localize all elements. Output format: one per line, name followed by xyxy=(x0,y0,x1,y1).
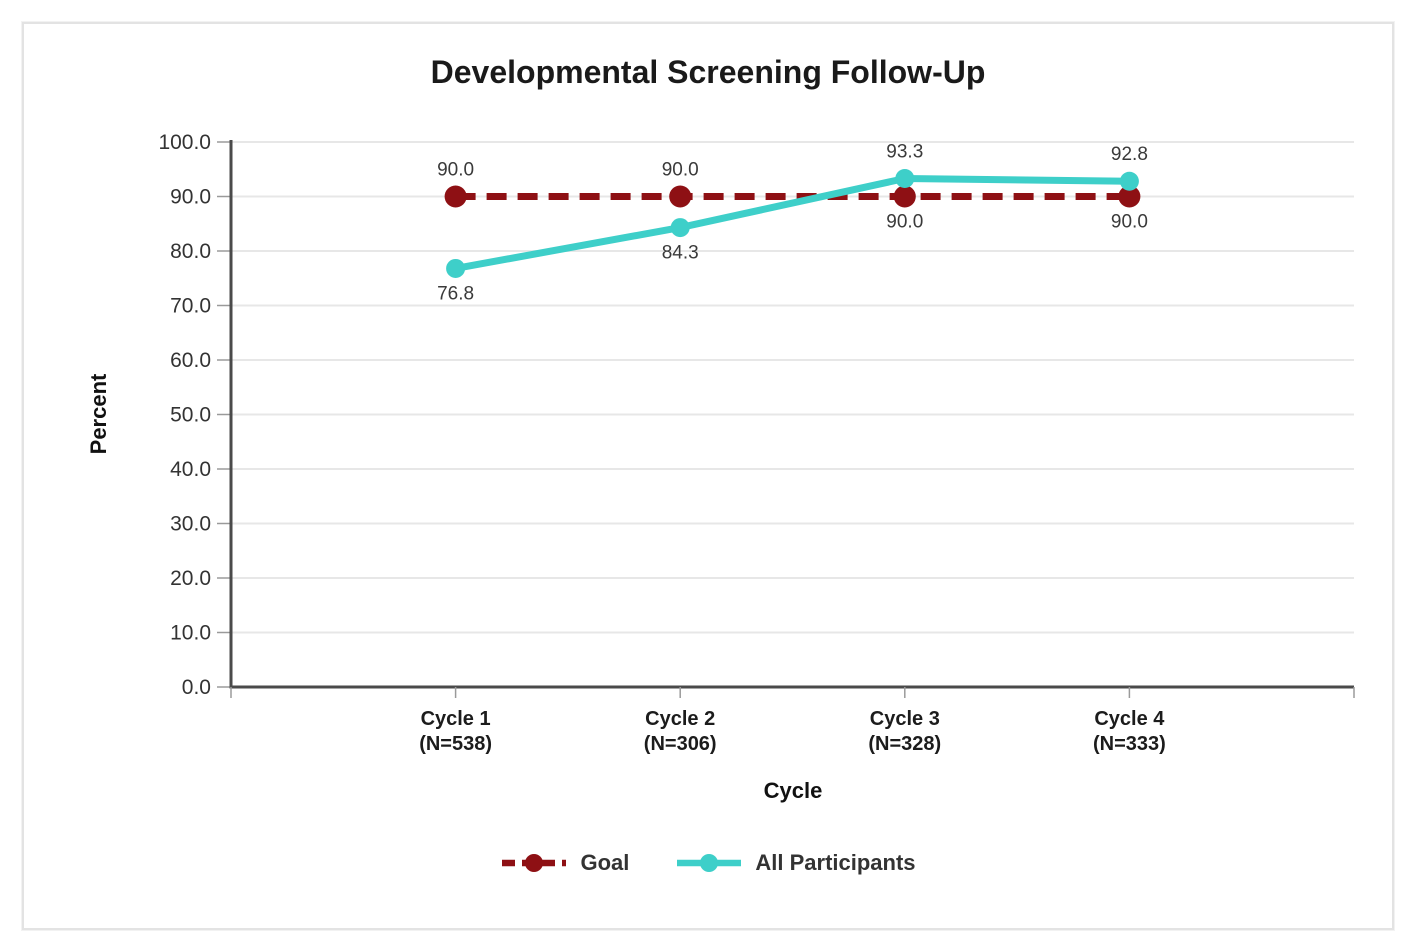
legend-swatch-goal xyxy=(502,854,567,872)
y-tick-label: 100.0 xyxy=(158,131,211,154)
series-marker-all-participants xyxy=(1119,171,1139,191)
y-tick-label: 20.0 xyxy=(170,567,211,590)
y-tick-label: 40.0 xyxy=(170,458,211,481)
series-marker-all-participants xyxy=(446,258,466,278)
legend-item-goal[interactable]: Goal xyxy=(500,850,629,876)
series-marker-all-participants xyxy=(670,218,690,238)
series-marker-goal xyxy=(669,185,692,208)
chart-title: Developmental Screening Follow-Up xyxy=(430,54,986,90)
series-marker-goal xyxy=(893,185,916,208)
legend: Goal All Participants xyxy=(24,850,1392,876)
y-tick-label: 50.0 xyxy=(170,404,211,427)
chart-plot-area: 0.0 10.0 20.0 30.0 40.0 50.0 60.0 70.0 80.0 90.0 1… xyxy=(158,131,1355,755)
data-label: 93.3 xyxy=(886,142,923,163)
y-tick-label: 0.0 xyxy=(182,676,211,699)
x-axis-title: Cycle xyxy=(763,778,823,803)
legend-label: All Participants xyxy=(755,850,916,875)
data-label: 76.8 xyxy=(437,283,474,304)
legend-item-all-participants[interactable]: All Participants xyxy=(675,850,916,876)
x-category-label: Cycle 1 (N=538) xyxy=(419,708,492,755)
data-label: 90.0 xyxy=(1111,212,1148,233)
x-category-label: Cycle 4 (N=333) xyxy=(1093,708,1166,755)
y-tick-label: 60.0 xyxy=(170,349,211,372)
y-tick-label: 10.0 xyxy=(170,622,211,645)
legend-label: Goal xyxy=(580,850,630,875)
x-category-label: Cycle 2 (N=306) xyxy=(644,708,717,755)
data-label: 92.8 xyxy=(1111,144,1148,165)
series-marker-goal xyxy=(444,185,467,208)
data-label: 90.0 xyxy=(662,160,699,181)
y-tick-label: 30.0 xyxy=(170,513,211,536)
series-marker-goal xyxy=(1118,185,1141,208)
data-label: 84.3 xyxy=(662,243,699,264)
series-line-all-participants xyxy=(454,175,1130,272)
y-tick-label: 90.0 xyxy=(170,186,211,209)
legend-swatch-all-participants xyxy=(677,854,742,872)
y-tick-label: 80.0 xyxy=(170,240,211,263)
y-tick-label: 70.0 xyxy=(170,295,211,318)
data-label: 90.0 xyxy=(437,160,474,181)
series-marker-all-participants xyxy=(895,169,915,189)
chart-container: 0.0 10.0 20.0 30.0 40.0 50.0 60.0 70.0 80.0 90.0 1… xyxy=(22,22,1394,930)
x-category-label: Cycle 3 (N=328) xyxy=(868,708,941,755)
y-axis-title: Percent xyxy=(86,373,111,455)
data-label: 90.0 xyxy=(886,212,923,233)
